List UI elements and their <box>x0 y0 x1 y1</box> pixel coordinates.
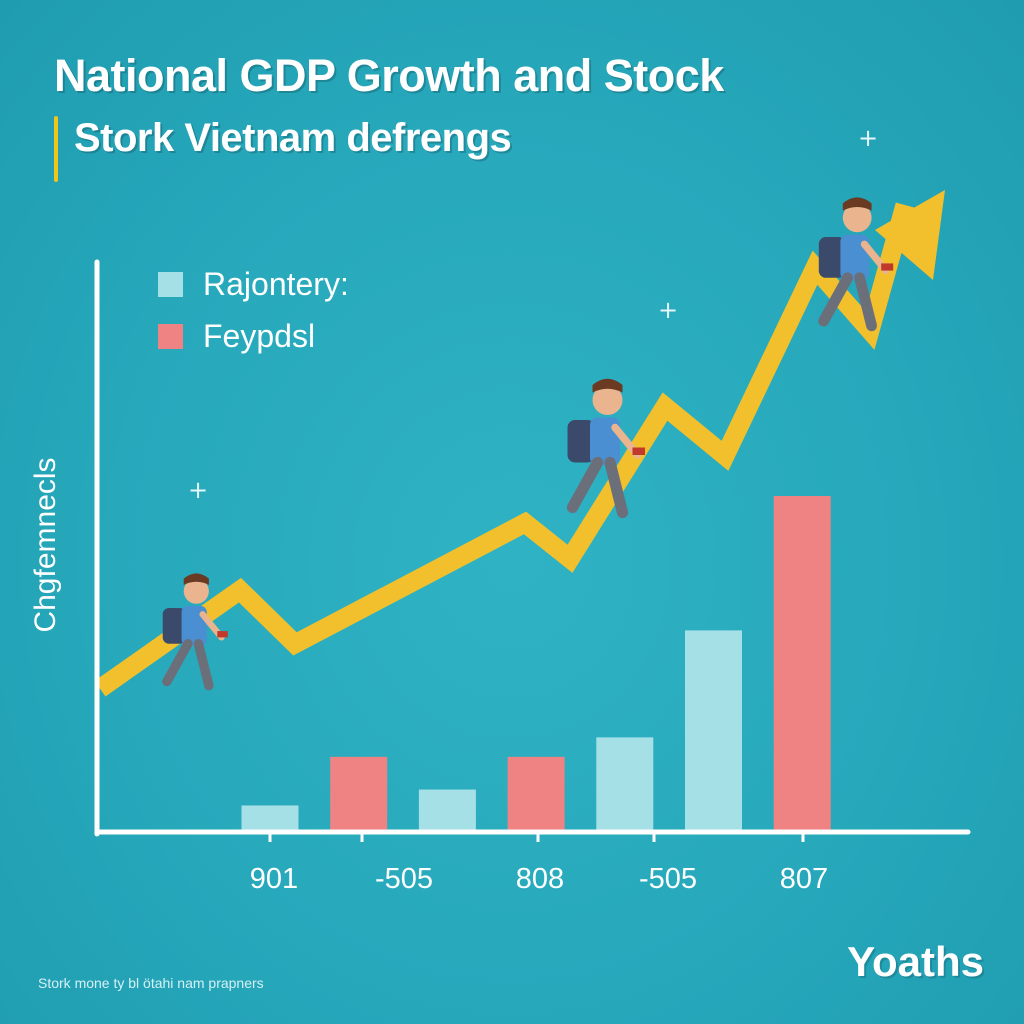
phone <box>632 447 645 455</box>
x-axis-corner-label: Yoaths <box>847 938 984 985</box>
bar-5 <box>596 737 654 832</box>
legend-item-red: Feypdsl <box>158 310 349 362</box>
hiker-middle <box>566 378 645 519</box>
legend-label-red: Feypdsl <box>203 317 316 354</box>
bars-layer <box>241 496 831 832</box>
phone <box>881 263 894 271</box>
chart-subtitle: Stork Vietnam defrengs <box>74 116 512 160</box>
x-tick-label-4: -505 <box>639 863 697 895</box>
leg-front <box>193 638 214 691</box>
backpack <box>818 237 846 278</box>
bar-6 <box>685 630 742 832</box>
head <box>183 578 209 604</box>
leg-front <box>854 272 878 332</box>
sparkle-1: + <box>188 476 208 504</box>
hair <box>842 197 872 211</box>
legend-swatch-red <box>158 323 183 349</box>
hair <box>592 378 623 393</box>
leg-back <box>818 272 854 327</box>
legend-item-light: Rajontery: <box>158 258 349 310</box>
hiker-left <box>162 573 228 691</box>
bar-1 <box>241 805 299 832</box>
footer-caption: Stork mone ty bl ötahi nam prapners <box>38 975 264 991</box>
hair <box>183 573 209 585</box>
hiker-right <box>818 197 894 332</box>
bar-4 <box>507 756 565 832</box>
leg-back <box>566 456 604 514</box>
axes-layer <box>94 259 971 837</box>
trend-arrowhead <box>875 190 945 280</box>
x-tick-labels: 901 -505 808 -505 807 <box>250 832 828 895</box>
legend-label-light: Rajontery: <box>203 265 349 302</box>
legend-swatch-light <box>158 271 183 297</box>
leg-back <box>162 638 193 687</box>
subtitle-accent-bar <box>54 116 58 182</box>
head <box>842 203 872 233</box>
head <box>592 385 623 415</box>
backpack <box>567 420 595 463</box>
hikers-layer: + + + <box>162 124 894 691</box>
legend: Rajontery: Feypdsl <box>158 258 349 362</box>
x-tick-label-1: 901 <box>250 863 298 895</box>
phone <box>217 631 228 638</box>
chart-title: National GDP Growth and Stock <box>54 50 724 101</box>
sparkle-2: + <box>658 296 678 324</box>
x-tick-label-2: -505 <box>375 863 433 895</box>
bar-3 <box>418 789 476 832</box>
backpack <box>162 608 186 644</box>
x-tick-label-3: 808 <box>516 863 564 895</box>
sparkle-3: + <box>858 124 878 152</box>
x-tick-label-5: 807 <box>780 863 828 895</box>
leg-front <box>604 456 629 519</box>
bar-7 <box>773 496 831 832</box>
bar-2 <box>330 756 388 832</box>
